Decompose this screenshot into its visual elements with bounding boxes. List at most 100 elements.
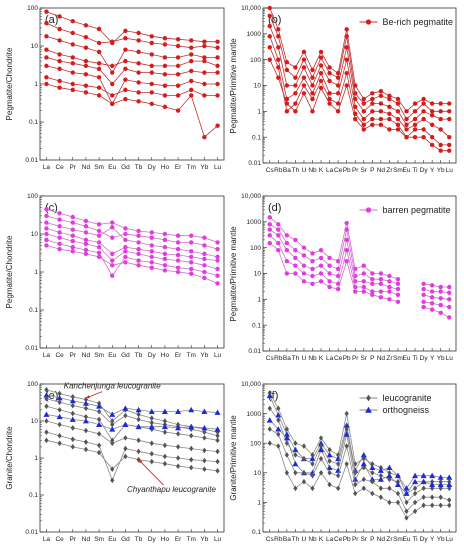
- data-point: [44, 418, 49, 424]
- data-point: [344, 237, 349, 243]
- data-point: [122, 405, 129, 411]
- data-point: [430, 494, 435, 500]
- data-point: [344, 83, 349, 88]
- x-tick-label: Ce: [55, 352, 64, 359]
- data-point: [149, 40, 154, 46]
- data-point: [370, 122, 375, 128]
- x-tick-label: Zr: [386, 536, 393, 543]
- y-tick-label: 100: [27, 193, 38, 200]
- data-point: [70, 42, 75, 47]
- y-tick-label: 100: [250, 57, 261, 64]
- data-point: [70, 220, 75, 225]
- data-point: [110, 81, 115, 87]
- data-point: [447, 290, 452, 295]
- data-point: [327, 101, 332, 106]
- data-point: [301, 65, 307, 70]
- series-line: [269, 242, 450, 318]
- data-point: [310, 273, 315, 279]
- x-tick-label: Eu: [403, 167, 411, 174]
- data-point: [318, 440, 325, 446]
- data-point: [387, 96, 392, 102]
- x-tick-label: Nb: [308, 167, 317, 174]
- data-point: [421, 109, 426, 114]
- data-point: [70, 61, 75, 66]
- x-tick-label: Yb: [437, 355, 445, 362]
- data-point: [266, 392, 273, 399]
- data-point: [335, 286, 341, 292]
- data-point: [215, 254, 220, 260]
- data-point: [136, 448, 141, 455]
- data-point: [96, 421, 103, 427]
- data-point: [267, 426, 272, 432]
- data-point: [202, 58, 207, 64]
- data-point: [162, 237, 168, 243]
- data-point: [386, 472, 393, 479]
- data-point: [175, 63, 181, 69]
- series-line: [46, 394, 218, 415]
- data-point: [149, 415, 154, 421]
- plot-frame: [39, 7, 225, 161]
- data-point: [202, 81, 207, 87]
- data-point: [136, 61, 141, 66]
- series-line: [46, 11, 218, 44]
- data-point: [135, 406, 142, 413]
- data-point: [429, 134, 435, 140]
- data-point: [344, 70, 349, 76]
- x-tick-label: Nd: [377, 355, 386, 362]
- y-tick-label: 1000: [247, 219, 262, 226]
- x-tick-label: Pb: [343, 536, 351, 543]
- data-point: [387, 289, 392, 294]
- data-point: [215, 240, 220, 245]
- data-point: [44, 429, 49, 435]
- data-point: [110, 477, 115, 484]
- data-point: [293, 109, 298, 114]
- panel-label: (c): [45, 202, 58, 214]
- data-point: [123, 226, 128, 231]
- data-point: [96, 93, 102, 98]
- data-point: [110, 440, 115, 447]
- data-point: [44, 81, 49, 87]
- panel-f: (f) Granite/Primitive mantle 0.1 1 10 100 10…: [229, 381, 457, 543]
- series-line: [46, 65, 218, 105]
- data-point: [215, 458, 220, 465]
- data-point: [189, 87, 194, 93]
- data-point: [109, 411, 116, 417]
- data-point: [344, 258, 349, 264]
- data-point: [395, 286, 401, 292]
- data-point: [387, 284, 392, 290]
- data-point: [447, 497, 452, 503]
- data-point: [276, 75, 281, 80]
- x-tick-label: Dy: [420, 536, 429, 543]
- y-tick-label: 10: [254, 83, 262, 90]
- data-point: [301, 478, 307, 485]
- data-point: [83, 396, 89, 403]
- data-point: [83, 45, 89, 50]
- data-point: [395, 109, 401, 114]
- data-point: [70, 402, 75, 409]
- data-point: [110, 235, 115, 240]
- data-point: [361, 289, 366, 294]
- plot-frame: [262, 383, 457, 533]
- x-tick-label: Cs: [266, 536, 275, 543]
- data-point: [404, 109, 409, 114]
- data-point: [412, 109, 418, 114]
- x-tick-label: Nd: [82, 164, 91, 171]
- data-point: [276, 417, 281, 423]
- data-point: [202, 269, 207, 275]
- data-point: [421, 281, 426, 286]
- data-point: [438, 296, 443, 301]
- y-tick-label: 0.01: [25, 345, 38, 352]
- data-point: [136, 233, 141, 238]
- x-tick-label: Eu: [108, 536, 116, 543]
- data-point: [447, 502, 452, 509]
- data-point: [83, 247, 89, 253]
- data-point: [96, 240, 102, 245]
- series-line: [269, 419, 450, 495]
- legend-label: Be-rich pegmatite: [383, 17, 454, 27]
- x-tick-label: Ti: [412, 167, 417, 174]
- data-point: [123, 435, 128, 441]
- legend-marker: [365, 19, 372, 25]
- data-point: [310, 281, 315, 286]
- data-point: [175, 431, 181, 437]
